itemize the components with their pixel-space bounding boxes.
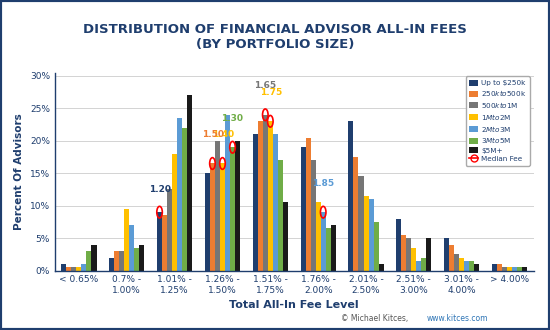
Bar <box>444 238 449 271</box>
Bar <box>263 115 268 271</box>
Bar <box>162 215 167 271</box>
Bar <box>497 264 502 271</box>
Bar <box>311 160 316 271</box>
Bar <box>62 264 67 271</box>
Bar <box>331 225 336 271</box>
Bar <box>177 118 182 271</box>
Bar <box>421 258 426 271</box>
Bar <box>129 225 134 271</box>
Bar <box>67 267 72 271</box>
Bar <box>187 95 192 271</box>
Text: 1.50: 1.50 <box>202 130 224 139</box>
Bar <box>354 157 359 271</box>
X-axis label: Total All-In Fee Level: Total All-In Fee Level <box>229 300 359 311</box>
Legend: Up to $250k, $250k to $500k, $500k to $1M, $1M to $2M, $2M to $3M, $3M to $5M, $: Up to $250k, $250k to $500k, $500k to $1… <box>466 76 530 166</box>
Bar <box>306 138 311 271</box>
Bar <box>119 251 124 271</box>
Bar <box>397 219 402 271</box>
Text: 1.65: 1.65 <box>254 81 276 90</box>
Bar <box>134 248 139 271</box>
Bar <box>406 238 411 271</box>
Bar <box>469 261 474 271</box>
Bar <box>316 202 321 271</box>
Bar <box>215 141 220 271</box>
Bar <box>182 128 187 271</box>
Bar <box>507 267 512 271</box>
Text: © Michael Kitces,: © Michael Kitces, <box>341 314 411 323</box>
Bar <box>502 267 507 271</box>
Bar <box>326 228 331 271</box>
Text: 1.30: 1.30 <box>221 114 243 122</box>
Bar <box>321 212 326 271</box>
Bar <box>172 154 177 271</box>
Bar <box>459 258 464 271</box>
Bar <box>512 267 517 271</box>
Bar <box>220 163 225 271</box>
Bar <box>114 251 119 271</box>
Bar <box>492 264 497 271</box>
Bar <box>210 163 215 271</box>
Bar <box>91 245 96 271</box>
Bar <box>359 177 364 271</box>
Bar <box>139 245 144 271</box>
Bar <box>364 196 368 271</box>
Bar <box>517 267 522 271</box>
Y-axis label: Percent Of Advisors: Percent Of Advisors <box>14 113 24 230</box>
Bar <box>86 251 91 271</box>
Bar <box>368 199 373 271</box>
Bar <box>258 121 263 271</box>
Text: 1.85: 1.85 <box>312 179 334 187</box>
Bar <box>235 141 240 271</box>
Bar <box>373 222 378 271</box>
Bar <box>253 134 258 271</box>
Bar <box>109 258 114 271</box>
Bar <box>474 264 479 271</box>
Bar <box>230 147 235 271</box>
Bar <box>273 134 278 271</box>
Bar <box>464 261 469 271</box>
Bar <box>349 121 354 271</box>
Text: 1.40: 1.40 <box>212 130 234 139</box>
Bar <box>205 173 210 271</box>
Bar <box>278 160 283 271</box>
Bar <box>426 238 431 271</box>
Bar <box>268 121 273 271</box>
Text: 1.75: 1.75 <box>260 88 282 97</box>
Bar <box>81 264 86 271</box>
Bar <box>76 267 81 271</box>
Bar <box>449 245 454 271</box>
Bar <box>454 254 459 271</box>
Text: 1.20: 1.20 <box>148 185 170 194</box>
Bar <box>157 212 162 271</box>
Bar <box>378 264 383 271</box>
Bar <box>167 189 172 271</box>
Bar <box>402 235 406 271</box>
Bar <box>283 202 288 271</box>
Bar <box>411 248 416 271</box>
Bar <box>522 267 527 271</box>
Text: DISTRIBUTION OF FINANCIAL ADVISOR ALL-IN FEES
(BY PORTFOLIO SIZE): DISTRIBUTION OF FINANCIAL ADVISOR ALL-IN… <box>83 23 467 51</box>
Bar <box>301 147 306 271</box>
Bar <box>416 261 421 271</box>
Bar <box>72 267 76 271</box>
Text: www.kitces.com: www.kitces.com <box>426 314 488 323</box>
Bar <box>225 115 230 271</box>
Bar <box>124 209 129 271</box>
